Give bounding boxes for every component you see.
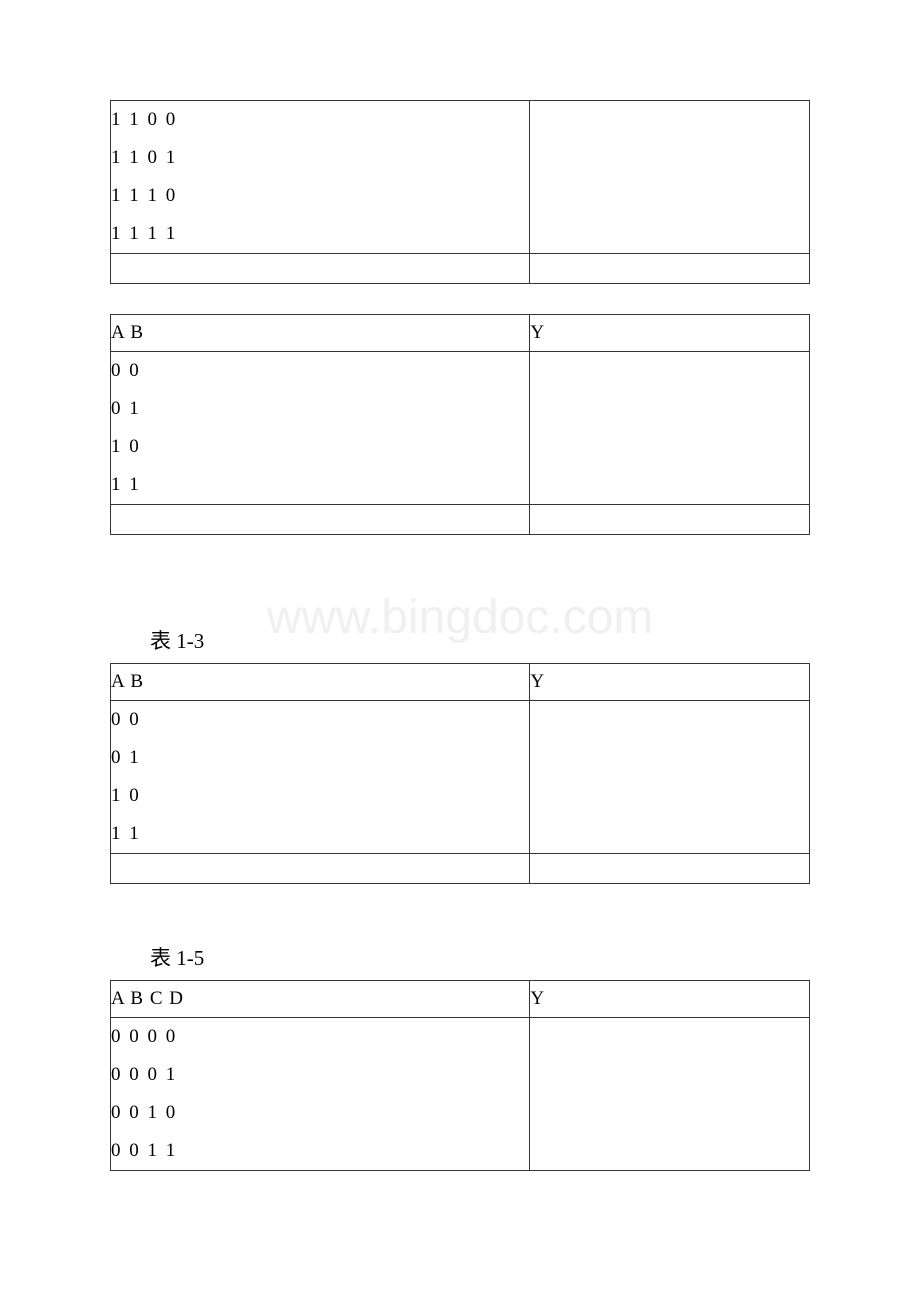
table-caption: 表 1-5 [110,942,810,972]
table-cell [530,854,810,884]
spacer [110,535,810,615]
table-cell: A B C D [111,981,530,1018]
cell-value: 1 1 [111,815,529,853]
cell-value: 0 0 [111,701,529,739]
cell-value: 1 0 [111,428,529,466]
table-cell [530,101,810,254]
table-row: 0 0 0 1 1 0 1 1 [111,352,810,505]
cell-value: 0 0 [111,352,529,390]
column-header: A B [111,315,529,351]
table-2: A B Y 0 0 0 1 1 0 1 1 [110,314,810,535]
table-row: 0 0 0 0 0 0 0 1 0 0 1 0 0 0 1 1 [111,1018,810,1171]
table-row [111,505,810,535]
cell-value: 1 1 0 1 [111,139,529,177]
table-row: A B Y [111,315,810,352]
cell-value: 0 1 [111,390,529,428]
cell-value: 1 1 [111,466,529,504]
table-3: A B Y 0 0 0 1 1 0 1 1 [110,663,810,884]
cell-value: 0 1 [111,739,529,777]
column-header: Y [530,664,809,700]
table-cell: Y [530,981,810,1018]
table-cell: 1 1 0 0 1 1 0 1 1 1 1 0 1 1 1 1 [111,101,530,254]
table-row: 0 0 0 1 1 0 1 1 [111,701,810,854]
column-header: Y [530,981,809,1017]
spacer [110,884,810,932]
table-4: A B C D Y 0 0 0 0 0 0 0 1 0 0 1 0 0 0 1 … [110,980,810,1171]
table-cell [530,701,810,854]
cell-value: 0 0 0 0 [111,1018,529,1056]
table-cell [111,505,530,535]
cell-value: 0 0 1 1 [111,1132,529,1170]
table-row: A B C D Y [111,981,810,1018]
table-cell: 0 0 0 1 1 0 1 1 [111,701,530,854]
table-cell: A B [111,664,530,701]
table-cell: 0 0 0 1 1 0 1 1 [111,352,530,505]
cell-value: 0 0 1 0 [111,1094,529,1132]
column-header: Y [530,315,809,351]
spacer [110,284,810,314]
table-cell [111,254,530,284]
table-cell: 0 0 0 0 0 0 0 1 0 0 1 0 0 0 1 1 [111,1018,530,1171]
table-row: A B Y [111,664,810,701]
table-caption: 表 1-3 [110,625,810,655]
table-1: 1 1 0 0 1 1 0 1 1 1 1 0 1 1 1 1 [110,100,810,284]
column-header: A B C D [111,981,529,1017]
table-cell [111,854,530,884]
cell-value: 0 0 0 1 [111,1056,529,1094]
cell-value: 1 1 0 0 [111,101,529,139]
table-cell: A B [111,315,530,352]
column-header: A B [111,664,529,700]
table-row [111,854,810,884]
table-cell: Y [530,664,810,701]
cell-value: 1 1 1 0 [111,177,529,215]
cell-value: 1 1 1 1 [111,215,529,253]
table-cell: Y [530,315,810,352]
table-cell [530,352,810,505]
table-cell [530,1018,810,1171]
cell-value: 1 0 [111,777,529,815]
table-cell [530,505,810,535]
table-row [111,254,810,284]
table-cell [530,254,810,284]
page-content: 1 1 0 0 1 1 0 1 1 1 1 0 1 1 1 1 A B Y 0 … [0,0,920,1171]
